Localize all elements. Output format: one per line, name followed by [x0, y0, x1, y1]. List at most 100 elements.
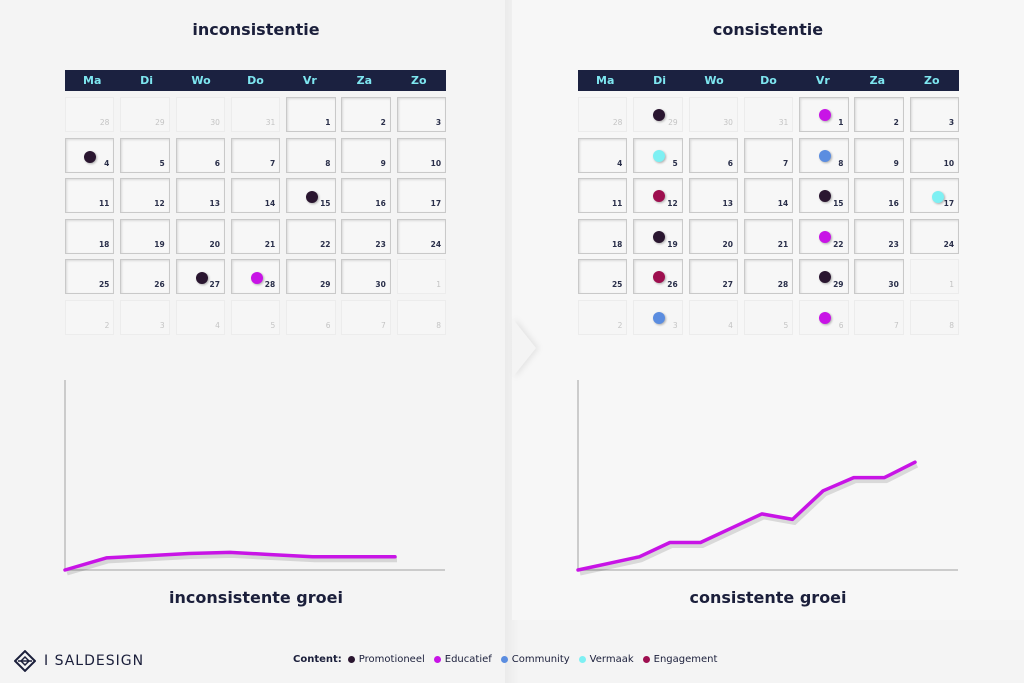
- calendar-day-cell: 5: [633, 137, 683, 173]
- calendar-day-cell: 6: [286, 299, 336, 335]
- day-number: 24: [430, 239, 442, 249]
- day-number: 27: [209, 280, 220, 289]
- calendar-day-cell: 14: [230, 178, 281, 213]
- calendar-day-cell: 12: [120, 178, 170, 213]
- calendar-day-cell: 1: [909, 259, 960, 294]
- calendar-day-cell: 12: [633, 178, 683, 213]
- day-number: 14: [264, 199, 276, 208]
- calendar-day-cell: 20: [175, 218, 225, 254]
- day-number: 5: [783, 320, 789, 330]
- day-number: 11: [98, 199, 110, 208]
- inconsistency-panel: inconsistentie Ma Di Wo Do Vr Za Zo 28 29…: [0, 0, 512, 620]
- day-number: 23: [888, 239, 899, 249]
- day-number: 3: [159, 320, 165, 330]
- day-number: 5: [672, 158, 678, 168]
- day-number: 6: [214, 158, 220, 168]
- calendar-day-cell: 8: [396, 299, 447, 335]
- day-number: 23: [375, 239, 386, 249]
- growth-line-shadow: [66, 552, 397, 576]
- calendar-day-cell: 24: [909, 218, 960, 254]
- day-number: 1: [325, 118, 331, 127]
- day-number: 30: [210, 118, 220, 127]
- day-number: 27: [722, 280, 733, 289]
- day-number: 21: [264, 239, 276, 249]
- day-number: 8: [949, 320, 955, 330]
- calendar-day-cell: 31: [230, 97, 281, 132]
- content-dot-community: [819, 149, 832, 162]
- calendar-day-cell: 28: [65, 97, 115, 132]
- content-dot-educatief: [250, 272, 263, 284]
- footer: I SALDESIGN Content: Promotioneel Educati…: [0, 640, 1024, 683]
- calendar-day-cell: 5: [120, 137, 170, 173]
- calendar-day-cell: 7: [854, 299, 904, 335]
- calendar-day-cell: 15: [799, 178, 849, 213]
- calendar-day-cell: 29: [799, 259, 849, 294]
- legend-swatch-icon: [500, 656, 508, 663]
- panel-title: inconsistentie: [192, 20, 320, 39]
- day-number: 6: [838, 320, 844, 330]
- calendar-day-cell: 5: [230, 299, 281, 335]
- day-number: 26: [667, 280, 678, 289]
- day-number: 2: [893, 118, 899, 127]
- calendar-day-cell: 19: [633, 218, 683, 254]
- calendar-day-cell: 29: [120, 97, 170, 132]
- day-number: 20: [722, 239, 733, 249]
- day-number: 7: [270, 158, 276, 168]
- calendar-day-cell: 6: [175, 137, 225, 173]
- day-number: 11: [611, 199, 623, 208]
- calendar-day-cell: 30: [688, 97, 738, 132]
- day-number: 25: [98, 280, 110, 289]
- legend-item-label: Engagement: [653, 654, 718, 665]
- legend-item-label: Promotioneel: [358, 654, 425, 665]
- legend-item-label: Vermaak: [589, 654, 634, 665]
- day-number: 14: [777, 199, 789, 208]
- calendar-day-cell: 26: [120, 259, 170, 294]
- weekday-di: Di: [140, 74, 154, 87]
- calendar-day-cell: 16: [341, 178, 391, 213]
- calendar-day-cell: 20: [688, 218, 738, 254]
- calendar-day-cell: 9: [854, 137, 904, 173]
- weekday-wo: Wo: [191, 74, 211, 87]
- calendar-day-cell: 19: [120, 218, 170, 254]
- day-number: 3: [672, 320, 678, 330]
- calendar-day-cell: 2: [578, 299, 628, 335]
- day-number: 4: [617, 158, 623, 168]
- content-dot-educatief: [819, 230, 832, 243]
- day-number: 29: [320, 280, 331, 289]
- calendar-day-cell: 25: [65, 259, 115, 294]
- calendar-day-cell: 10: [396, 137, 447, 173]
- calendar-day-cell: 30: [854, 259, 904, 294]
- day-number: 20: [209, 239, 220, 249]
- day-number: 10: [943, 158, 955, 168]
- day-number: 3: [948, 118, 955, 127]
- weekday-za: Za: [869, 74, 886, 87]
- calendar-day-cell: 27: [175, 259, 225, 294]
- calendar-day-cell: 3: [396, 97, 447, 132]
- calendar-day-cell: 15: [286, 178, 336, 213]
- day-number: 3: [435, 118, 442, 127]
- calendar-day-cell: 22: [799, 218, 849, 254]
- growth-line: [576, 460, 917, 572]
- day-number: 5: [159, 158, 165, 168]
- calendar-day-cell: 4: [175, 299, 225, 335]
- day-number: 17: [430, 199, 442, 208]
- weekday-vr: Vr: [815, 74, 830, 87]
- calendar-day-cell: 4: [578, 137, 628, 173]
- calendar-day-cell: 30: [341, 259, 391, 294]
- panel-arrow-notch: [512, 318, 536, 378]
- day-number: 1: [949, 280, 955, 289]
- content-dot-promotioneel: [653, 230, 666, 243]
- legend-item-promotioneel: Promotioneel: [347, 654, 425, 665]
- calendar-day-cell: 28: [578, 97, 628, 132]
- calendar-day-cell: 3: [633, 299, 683, 335]
- day-number: 13: [209, 199, 220, 208]
- day-number: 28: [612, 118, 623, 127]
- calendar-day-cell: 29: [286, 259, 336, 294]
- legend-item-engagement: Engagement: [642, 654, 718, 665]
- day-number: 16: [888, 199, 899, 208]
- calendar-day-cell: 3: [909, 97, 960, 132]
- calendar-day-cell: 17: [909, 178, 960, 213]
- calendar-day-cell: 23: [341, 218, 391, 254]
- day-number: 12: [667, 199, 678, 208]
- day-number: 19: [667, 239, 678, 249]
